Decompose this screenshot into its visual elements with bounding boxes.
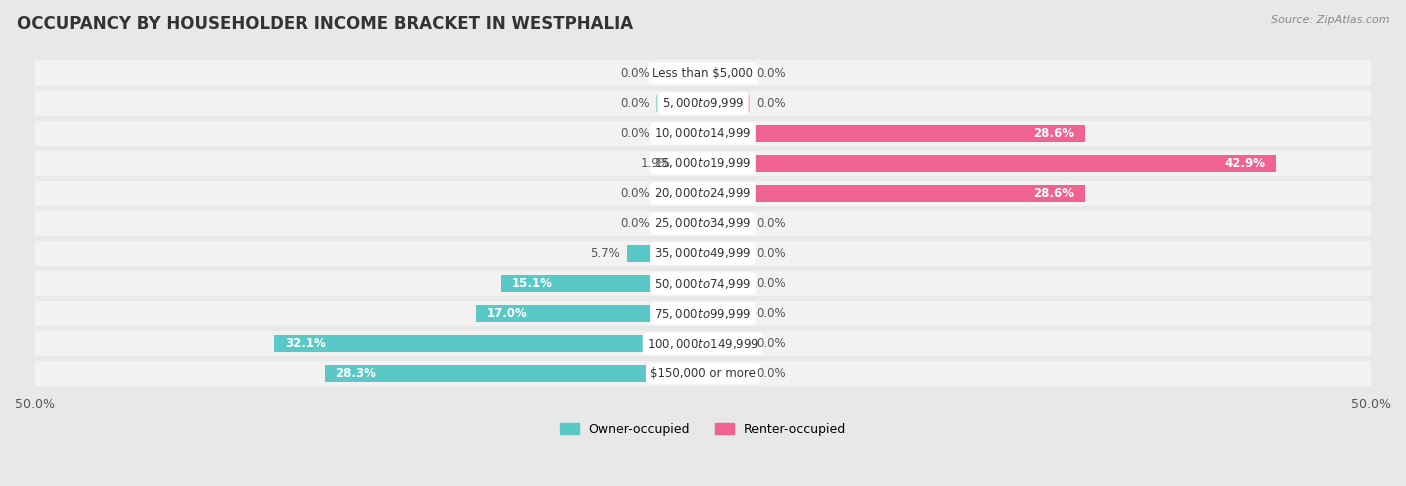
Text: $15,000 to $19,999: $15,000 to $19,999 xyxy=(654,156,752,171)
Bar xyxy=(657,365,703,382)
Bar xyxy=(703,365,749,382)
Text: $25,000 to $34,999: $25,000 to $34,999 xyxy=(654,216,752,230)
Bar xyxy=(35,151,1371,176)
Bar xyxy=(35,271,1371,296)
Bar xyxy=(657,335,703,352)
Bar xyxy=(703,245,749,262)
Bar xyxy=(703,335,749,352)
Text: 0.0%: 0.0% xyxy=(756,307,786,320)
Text: 0.0%: 0.0% xyxy=(620,127,650,140)
Text: 0.0%: 0.0% xyxy=(620,217,650,230)
Bar xyxy=(703,185,1085,202)
Bar xyxy=(35,241,1371,266)
Text: 0.0%: 0.0% xyxy=(756,97,786,110)
Bar xyxy=(657,65,703,82)
Bar xyxy=(657,155,703,172)
Bar xyxy=(35,330,1371,356)
Text: Source: ZipAtlas.com: Source: ZipAtlas.com xyxy=(1271,15,1389,25)
Bar xyxy=(657,95,703,112)
Text: 0.0%: 0.0% xyxy=(756,367,786,380)
Text: 42.9%: 42.9% xyxy=(1225,157,1265,170)
Bar xyxy=(35,90,1371,116)
Bar xyxy=(502,275,703,292)
Bar xyxy=(35,121,1371,146)
Bar xyxy=(325,365,703,382)
Text: 0.0%: 0.0% xyxy=(756,217,786,230)
Bar xyxy=(35,301,1371,327)
Bar xyxy=(657,245,703,262)
Bar xyxy=(657,125,703,142)
Bar xyxy=(35,181,1371,207)
Text: 0.0%: 0.0% xyxy=(756,277,786,290)
Bar xyxy=(657,275,703,292)
Bar xyxy=(657,365,703,382)
Bar xyxy=(657,215,703,232)
Bar xyxy=(475,305,703,322)
Bar xyxy=(35,210,1371,236)
Bar xyxy=(703,155,749,172)
Text: 1.9%: 1.9% xyxy=(641,157,671,170)
Bar xyxy=(703,275,749,292)
Bar xyxy=(35,361,1371,386)
Text: 5.7%: 5.7% xyxy=(591,247,620,260)
Text: $20,000 to $24,999: $20,000 to $24,999 xyxy=(654,187,752,200)
Text: 0.0%: 0.0% xyxy=(620,97,650,110)
Bar xyxy=(657,245,703,262)
Bar xyxy=(703,65,749,82)
Bar xyxy=(627,245,703,262)
Text: 28.6%: 28.6% xyxy=(1033,127,1074,140)
Text: 17.0%: 17.0% xyxy=(486,307,527,320)
Bar xyxy=(657,305,703,322)
Bar xyxy=(703,125,1085,142)
Text: 28.6%: 28.6% xyxy=(1033,187,1074,200)
Text: $75,000 to $99,999: $75,000 to $99,999 xyxy=(654,307,752,321)
Text: 0.0%: 0.0% xyxy=(756,67,786,80)
Text: $100,000 to $149,999: $100,000 to $149,999 xyxy=(647,336,759,350)
Text: 0.0%: 0.0% xyxy=(756,247,786,260)
Bar xyxy=(35,60,1371,87)
Bar xyxy=(703,125,749,142)
Bar xyxy=(657,155,703,172)
Bar xyxy=(703,155,1277,172)
Text: 15.1%: 15.1% xyxy=(512,277,553,290)
Text: $5,000 to $9,999: $5,000 to $9,999 xyxy=(662,96,744,110)
Text: OCCUPANCY BY HOUSEHOLDER INCOME BRACKET IN WESTPHALIA: OCCUPANCY BY HOUSEHOLDER INCOME BRACKET … xyxy=(17,15,633,33)
Bar xyxy=(657,305,703,322)
Bar xyxy=(703,95,749,112)
Text: 32.1%: 32.1% xyxy=(285,337,326,350)
Bar xyxy=(703,305,749,322)
Text: $10,000 to $14,999: $10,000 to $14,999 xyxy=(654,126,752,140)
Bar xyxy=(274,335,703,352)
Bar xyxy=(703,215,749,232)
Text: $50,000 to $74,999: $50,000 to $74,999 xyxy=(654,277,752,291)
Bar xyxy=(657,335,703,352)
Text: 0.0%: 0.0% xyxy=(756,337,786,350)
Bar xyxy=(657,185,703,202)
Text: 0.0%: 0.0% xyxy=(620,67,650,80)
Text: $150,000 or more: $150,000 or more xyxy=(650,367,756,380)
Text: 28.3%: 28.3% xyxy=(336,367,377,380)
Legend: Owner-occupied, Renter-occupied: Owner-occupied, Renter-occupied xyxy=(555,418,851,441)
Text: 0.0%: 0.0% xyxy=(620,187,650,200)
Bar xyxy=(678,155,703,172)
Text: $35,000 to $49,999: $35,000 to $49,999 xyxy=(654,246,752,260)
Text: Less than $5,000: Less than $5,000 xyxy=(652,67,754,80)
Bar xyxy=(703,185,749,202)
Bar xyxy=(657,275,703,292)
